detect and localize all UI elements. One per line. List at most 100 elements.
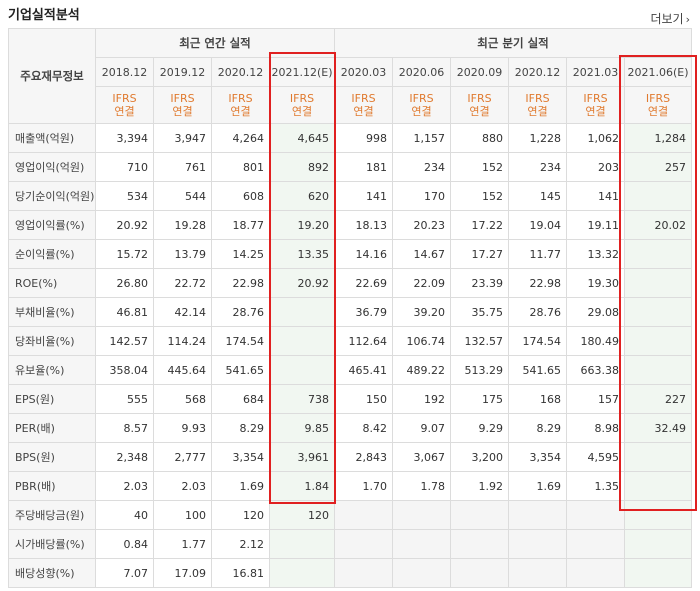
table-cell: 22.98 bbox=[211, 268, 270, 298]
table-cell: 761 bbox=[153, 152, 212, 182]
basis-scope: 연결 bbox=[527, 105, 548, 118]
row-label: EPS(원) bbox=[8, 384, 96, 414]
table-cell: 8.42 bbox=[334, 413, 393, 443]
table-row: EPS(원) 555 568 684 738 150 192 175 168 157 227 bbox=[8, 384, 693, 414]
table-cell: 9.29 bbox=[450, 413, 509, 443]
table-cell: 9.85 bbox=[269, 413, 335, 443]
table-cell: 132.57 bbox=[450, 326, 509, 356]
table-row: 유보율(%) 358.04 445.64 541.65 465.41 489.22 513.… bbox=[8, 355, 693, 385]
basis-header: IFRS 연결 bbox=[269, 86, 335, 124]
table-cell: 3,354 bbox=[211, 442, 270, 472]
table-cell: 801 bbox=[211, 152, 270, 182]
row-label: 시가배당률(%) bbox=[8, 529, 96, 559]
table-cell: 29.08 bbox=[566, 297, 625, 327]
table-cell: 152 bbox=[450, 181, 509, 211]
table-cell: 710 bbox=[95, 152, 154, 182]
table-cell: 150 bbox=[334, 384, 393, 414]
annual-header: 최근 연간 실적 bbox=[95, 28, 335, 58]
table-cell bbox=[508, 558, 567, 588]
table-cell bbox=[450, 500, 509, 530]
table-cell bbox=[392, 500, 451, 530]
table-cell: 19.04 bbox=[508, 210, 567, 240]
table-cell: 14.25 bbox=[211, 239, 270, 269]
table-cell: 39.20 bbox=[392, 297, 451, 327]
table-cell: 23.39 bbox=[450, 268, 509, 298]
table-cell: 4,645 bbox=[269, 123, 335, 153]
basis-scope: 연결 bbox=[585, 105, 606, 118]
table-cell: 4,264 bbox=[211, 123, 270, 153]
period-header: 2020.12 bbox=[508, 57, 567, 87]
table-cell bbox=[623, 268, 693, 298]
period-header: 2020.12 bbox=[211, 57, 270, 87]
basis-scope: 연결 bbox=[647, 105, 669, 118]
table-cell: 1.70 bbox=[334, 471, 393, 501]
table-cell: 445.64 bbox=[153, 355, 212, 385]
table-cell bbox=[623, 471, 693, 501]
table-cell: 0.84 bbox=[95, 529, 154, 559]
table-cell bbox=[450, 529, 509, 559]
row-label: 당좌비율(%) bbox=[8, 326, 96, 356]
row-label: 유보율(%) bbox=[8, 355, 96, 385]
basis-scope: 연결 bbox=[469, 105, 490, 118]
basis-standard: IFRS bbox=[228, 92, 253, 105]
table-cell: 880 bbox=[450, 123, 509, 153]
table-cell: 22.69 bbox=[334, 268, 393, 298]
table-cell: 8.57 bbox=[95, 413, 154, 443]
row-label: PER(배) bbox=[8, 413, 96, 443]
table-cell: 892 bbox=[269, 152, 335, 182]
table-cell bbox=[508, 529, 567, 559]
table-cell: 13.35 bbox=[269, 239, 335, 269]
basis-header: IFRS 연결 bbox=[334, 86, 393, 124]
table-cell: 489.22 bbox=[392, 355, 451, 385]
table-cell: 181 bbox=[334, 152, 393, 182]
table-row: 매출액(억원) 3,394 3,947 4,264 4,645 998 1,157 880 1,… bbox=[8, 123, 693, 153]
table-cell: 1,157 bbox=[392, 123, 451, 153]
table-cell: 28.76 bbox=[508, 297, 567, 327]
table-cell: 36.79 bbox=[334, 297, 393, 327]
table-cell: 141 bbox=[334, 181, 393, 211]
table-cell bbox=[623, 529, 693, 559]
table-row: 영업이익률(%) 20.92 19.28 18.77 19.20 18.13 20.23 17… bbox=[8, 210, 693, 240]
table-cell: 555 bbox=[95, 384, 154, 414]
table-row: 순이익률(%) 15.72 13.79 14.25 13.35 14.16 14.67 17.… bbox=[8, 239, 693, 269]
table-cell: 3,961 bbox=[269, 442, 335, 472]
row-label: BPS(원) bbox=[8, 442, 96, 472]
table-cell bbox=[623, 181, 693, 211]
table-cell: 168 bbox=[508, 384, 567, 414]
basis-header: IFRS 연결 bbox=[392, 86, 451, 124]
table-cell: 2.12 bbox=[211, 529, 270, 559]
table-cell bbox=[623, 442, 693, 472]
table-cell: 157 bbox=[566, 384, 625, 414]
table-cell bbox=[623, 558, 693, 588]
basis-standard: IFRS bbox=[583, 92, 608, 105]
table-cell: 9.93 bbox=[153, 413, 212, 443]
table-cell: 112.64 bbox=[334, 326, 393, 356]
table-cell bbox=[334, 500, 393, 530]
basis-header: IFRS 연결 bbox=[153, 86, 212, 124]
row-label: ROE(%) bbox=[8, 268, 96, 298]
basis-header: IFRS 연결 bbox=[623, 86, 693, 124]
basis-scope: 연결 bbox=[114, 105, 135, 118]
table-cell: 1.84 bbox=[269, 471, 335, 501]
row-label: 주당배당금(원) bbox=[8, 500, 96, 530]
table-cell: 3,947 bbox=[153, 123, 212, 153]
table-cell: 15.72 bbox=[95, 239, 154, 269]
table-cell: 2,843 bbox=[334, 442, 393, 472]
table-cell: 35.75 bbox=[450, 297, 509, 327]
table-cell: 227 bbox=[623, 384, 693, 414]
table-cell: 22.09 bbox=[392, 268, 451, 298]
table-cell: 46.81 bbox=[95, 297, 154, 327]
table-cell: 1.69 bbox=[211, 471, 270, 501]
basis-standard: IFRS bbox=[351, 92, 376, 105]
table-row: 주당배당금(원) 40 100 120 120 bbox=[8, 500, 693, 530]
table-cell: 544 bbox=[153, 181, 212, 211]
table-cell bbox=[334, 558, 393, 588]
table-cell: 14.16 bbox=[334, 239, 393, 269]
row-label: 영업이익(억원) bbox=[8, 152, 96, 182]
table-cell: 541.65 bbox=[508, 355, 567, 385]
table-cell: 22.98 bbox=[508, 268, 567, 298]
table-cell: 568 bbox=[153, 384, 212, 414]
table-cell bbox=[392, 529, 451, 559]
more-link[interactable]: 더보기 › bbox=[650, 10, 690, 27]
basis-standard: IFRS bbox=[112, 92, 137, 105]
